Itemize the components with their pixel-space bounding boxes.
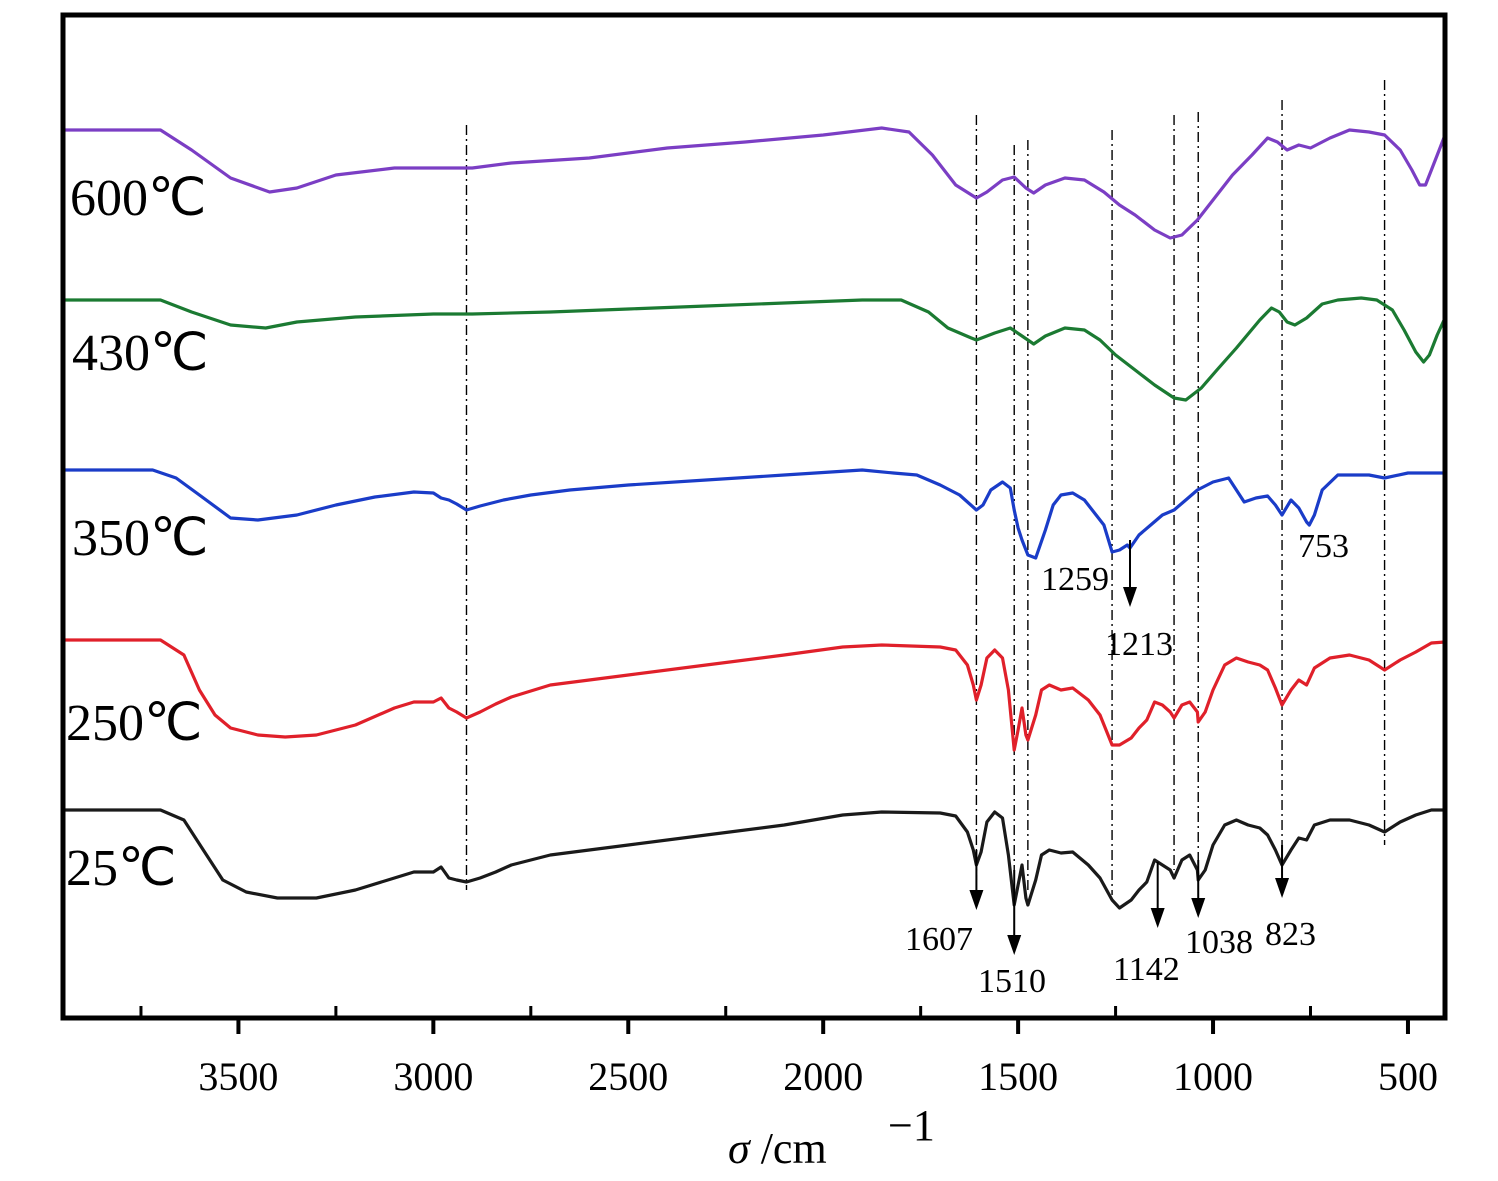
peak-label-1213: 1213: [1105, 626, 1173, 663]
peak-label-823: 823: [1265, 916, 1316, 953]
x-tick-label-500: 500: [1378, 1054, 1438, 1099]
peak-label-1259: 1259: [1041, 561, 1109, 598]
x-tick-label-1000: 1000: [1173, 1054, 1253, 1099]
series-line-0: [63, 126, 1447, 240]
peak-arrow-head-3: [1191, 898, 1206, 918]
plot-frame: [60, 12, 1448, 1021]
series-label-4: 25℃: [66, 840, 176, 897]
series-label-2: 350℃: [72, 510, 208, 567]
x-axis-title: σ /cm: [728, 1124, 827, 1173]
peak-label-1607: 1607: [905, 921, 973, 958]
x-axis-ticks: 3500 3000 2500 2000 1500 1000 500: [139, 1006, 1438, 1099]
peak-arrow-head-2: [1150, 908, 1165, 928]
reference-lines: [465, 80, 1386, 900]
x-tick-label-2000: 2000: [783, 1054, 863, 1099]
series-line-3: [63, 638, 1446, 752]
peak-label-753: 753: [1298, 528, 1349, 565]
peak-arrow-head-1: [1007, 935, 1022, 955]
x-axis-sigma: σ: [728, 1124, 752, 1173]
x-tick-label-1500: 1500: [978, 1054, 1058, 1099]
x-tick-label-2500: 2500: [588, 1054, 668, 1099]
peak-label-1510: 1510: [978, 963, 1046, 1000]
series-label-1: 430℃: [72, 325, 208, 382]
x-tick-label-3500: 3500: [198, 1054, 278, 1099]
peak-arrow-head-4: [1275, 878, 1290, 898]
series-line-2: [63, 468, 1445, 560]
series-label-3: 250℃: [66, 695, 202, 752]
series-line-1: [63, 296, 1447, 402]
series-layer: 600℃ 430℃ 350℃ 250℃ 25℃: [63, 126, 1447, 910]
x-axis-unit: /cm: [761, 1124, 827, 1173]
series-line-4: [63, 808, 1445, 910]
peak-label-1038: 1038: [1185, 924, 1253, 961]
peak-arrow-head-6: [1123, 587, 1138, 607]
x-tick-label-3000: 3000: [393, 1054, 473, 1099]
x-axis-title-sup: −1: [888, 1101, 935, 1150]
series-label-0: 600℃: [70, 170, 206, 227]
peak-arrow-head-0: [969, 890, 984, 910]
peak-label-1142: 1142: [1113, 951, 1180, 988]
